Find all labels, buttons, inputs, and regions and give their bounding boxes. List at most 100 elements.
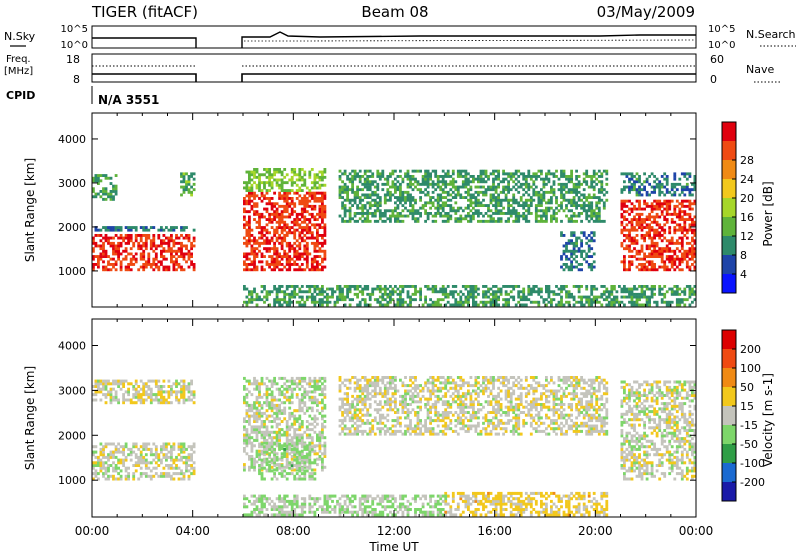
power-cell	[487, 219, 490, 223]
power-cell	[467, 190, 470, 194]
power-cell	[341, 196, 344, 199]
power-cell	[602, 290, 606, 294]
power-cell	[268, 197, 271, 200]
power-cell	[590, 268, 594, 272]
power-cell	[597, 190, 601, 194]
power-cell	[577, 249, 581, 253]
velocity-cell	[132, 464, 136, 467]
power-cell	[449, 206, 453, 210]
power-cell	[180, 193, 183, 197]
velocity-cell	[280, 452, 284, 456]
power-cell	[444, 219, 448, 223]
velocity-cell	[278, 376, 281, 380]
power-cell	[117, 244, 120, 248]
power-cell	[630, 260, 634, 264]
power-cell	[550, 290, 553, 294]
power-cell	[182, 177, 186, 181]
power-cell	[243, 268, 246, 272]
power-cell	[683, 188, 687, 192]
power-cell	[680, 244, 684, 248]
power-cell	[522, 303, 526, 307]
power-cell	[499, 287, 503, 291]
velocity-cell	[117, 385, 120, 388]
power-cell	[421, 303, 425, 307]
power-cell	[489, 287, 493, 291]
velocity-cell	[94, 474, 98, 478]
power-cell	[540, 193, 543, 197]
velocity-cell	[129, 382, 133, 386]
power-cell	[280, 228, 284, 232]
power-cell	[665, 212, 669, 216]
power-cell	[144, 265, 148, 269]
power-cell	[688, 295, 692, 299]
power-cell	[464, 206, 468, 210]
power-cell	[265, 191, 269, 195]
velocity-cell	[260, 420, 264, 423]
power-cell	[645, 265, 649, 269]
power-cell	[371, 204, 375, 207]
power-cell	[665, 300, 669, 304]
power-cell	[321, 199, 324, 203]
power-cell	[484, 175, 488, 178]
power-cell	[565, 214, 568, 218]
power-cell	[303, 178, 307, 182]
power-cell	[570, 292, 573, 296]
power-cell	[467, 290, 470, 294]
power-cell	[343, 172, 347, 176]
velocity-cell	[293, 422, 297, 426]
power-cell	[492, 292, 495, 296]
velocity-cell	[109, 474, 113, 478]
power-cell	[180, 180, 183, 184]
power-cell	[645, 180, 649, 184]
power-cell	[484, 300, 488, 304]
velocity-cell	[290, 444, 294, 448]
power-cell	[368, 295, 372, 299]
power-cell	[451, 285, 455, 288]
velocity-cell	[129, 447, 133, 451]
power-cell	[300, 189, 304, 192]
power-cell	[426, 193, 430, 197]
power-cell	[517, 180, 521, 184]
velocity-cell	[185, 398, 188, 402]
power-cell	[625, 236, 629, 240]
power-cell	[663, 300, 667, 304]
velocity-cell	[248, 465, 251, 469]
power-cell	[607, 290, 611, 294]
velocity-cell	[167, 379, 171, 383]
power-cell	[494, 206, 498, 210]
power-cell	[305, 199, 309, 203]
power-cell	[323, 255, 327, 258]
power-cell	[245, 300, 249, 304]
power-cell	[665, 220, 669, 224]
velocity-cell	[109, 382, 113, 386]
power-cell	[507, 185, 510, 189]
velocity-cell	[308, 390, 312, 394]
velocity-cell	[283, 387, 287, 391]
power-cell	[456, 209, 460, 213]
power-cell	[391, 182, 395, 186]
power-cell	[260, 191, 264, 195]
power-cell	[451, 185, 455, 189]
velocity-cell	[308, 433, 312, 437]
power-cell	[688, 175, 692, 178]
power-cell	[633, 285, 636, 288]
power-cell	[570, 175, 573, 178]
power-cell	[675, 247, 679, 251]
velocity-cell	[97, 477, 100, 481]
power-cell	[668, 247, 672, 251]
power-cell	[441, 182, 445, 186]
power-cell	[343, 298, 347, 302]
power-cell	[479, 219, 483, 223]
power-cell	[472, 295, 475, 299]
velocity-cell	[303, 390, 307, 394]
freq-strip: Freq. [MHz] 18 8 60 0 Nave CPID N/A 3551	[4, 53, 780, 107]
velocity-cell	[187, 455, 191, 459]
power-cell	[600, 198, 604, 202]
power-cell	[275, 300, 279, 304]
velocity-cell	[290, 468, 294, 472]
power-cell	[492, 180, 495, 184]
power-cell	[313, 223, 317, 227]
power-cell	[263, 285, 266, 288]
power-cell	[245, 223, 249, 227]
